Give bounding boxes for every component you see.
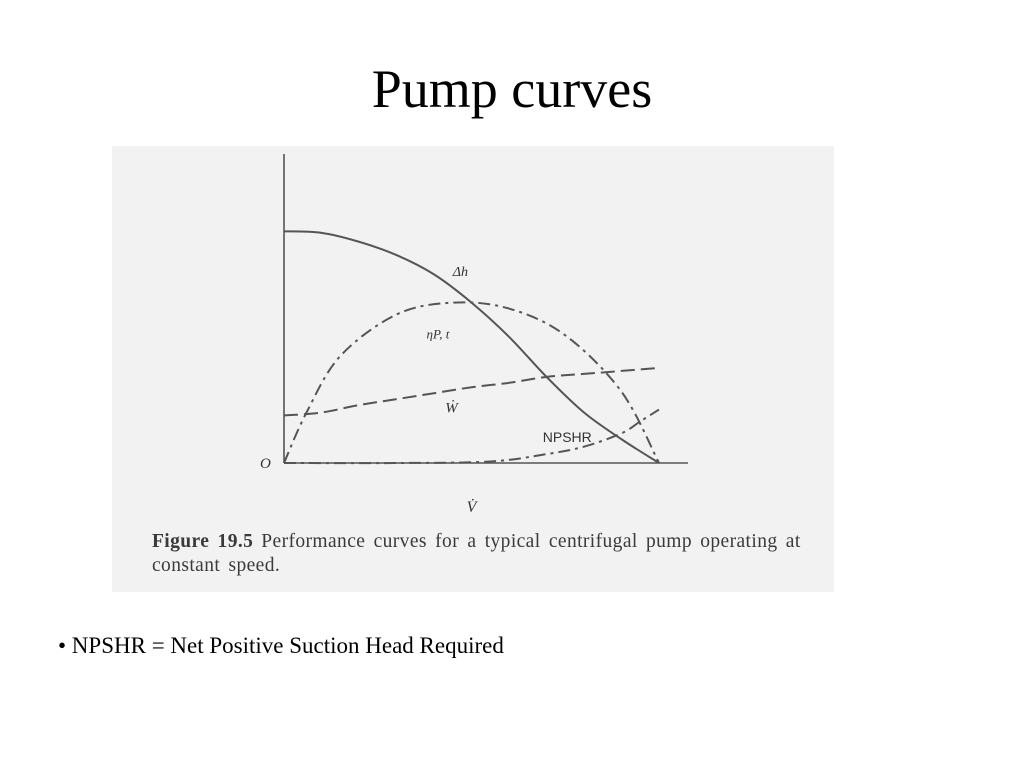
figure-caption-text: Performance curves for a typical centrif… bbox=[152, 531, 801, 576]
pump-curves-chart: Δh ηP, t Ẇ NPSHR O V̇ bbox=[260, 154, 688, 516]
npshr-definition: • NPSHR = Net Positive Suction Head Requ… bbox=[58, 633, 504, 658]
series-label-efficiency: ηP, t bbox=[427, 326, 450, 341]
series-label-npshr: NPSHR bbox=[543, 429, 592, 445]
chart-curves bbox=[283, 230, 660, 465]
series-label-delta-h: Δh bbox=[452, 265, 468, 280]
x-axis-label: V̇ bbox=[467, 499, 479, 516]
slide-title: Pump curves bbox=[371, 59, 653, 119]
series-line-npshr bbox=[283, 408, 660, 465]
chart-axes bbox=[283, 154, 688, 464]
pump-curves-figure: Δh ηP, t Ẇ NPSHR O V̇ Figure 19.5 Performance … bbox=[112, 146, 834, 592]
series-line-power bbox=[283, 366, 660, 417]
figure-label: Figure 19.5 bbox=[152, 531, 254, 552]
chart-labels: Δh ηP, t Ẇ NPSHR O V̇ bbox=[260, 265, 592, 516]
figure-caption: Figure 19.5 Performance curves for a typi… bbox=[152, 530, 812, 578]
series-line-efficiency bbox=[283, 301, 660, 464]
origin-label: O bbox=[260, 456, 271, 472]
series-line-delta-h bbox=[283, 230, 660, 464]
series-label-power: Ẇ bbox=[445, 400, 459, 417]
